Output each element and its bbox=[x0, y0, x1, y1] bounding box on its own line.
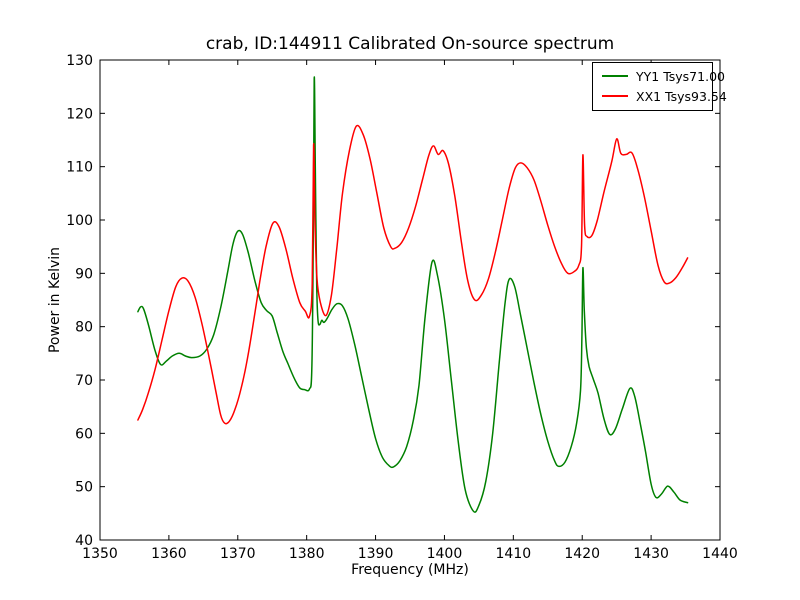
x-tick-label: 1390 bbox=[358, 546, 394, 562]
x-tick-label: 1400 bbox=[427, 546, 463, 562]
x-tick-label: 1370 bbox=[220, 546, 256, 562]
y-tick-label: 50 bbox=[75, 480, 93, 496]
series-line-yy1 bbox=[137, 76, 689, 513]
y-tick-label: 60 bbox=[75, 426, 93, 442]
y-tick-label: 110 bbox=[66, 160, 93, 176]
legend-label-yy1: YY1 Tsys71.00 bbox=[636, 68, 725, 84]
y-tick-label: 70 bbox=[75, 373, 93, 389]
x-tick-label: 1380 bbox=[289, 546, 325, 562]
y-tick-label: 100 bbox=[66, 213, 93, 229]
x-tick-label: 1410 bbox=[496, 546, 532, 562]
x-axis-label: Frequency (MHz) bbox=[351, 562, 469, 578]
y-tick-label: 80 bbox=[75, 320, 93, 336]
x-tick-label: 1440 bbox=[702, 546, 738, 562]
axes-frame bbox=[99, 59, 721, 541]
x-tick-label: 1360 bbox=[151, 546, 187, 562]
series-line-xx1 bbox=[137, 124, 689, 425]
y-axis-label: Power in Kelvin bbox=[47, 246, 63, 354]
chart-title: crab, ID:144911 Calibrated On-source spe… bbox=[205, 34, 615, 54]
yy1-line-sample bbox=[602, 75, 628, 77]
x-tick-label: 1420 bbox=[564, 546, 600, 562]
legend-item-yy1: YY1 Tsys71.00 bbox=[593, 66, 725, 86]
y-tick-label: 130 bbox=[66, 53, 93, 69]
legend-label-xx1: XX1 Tsys93.54 bbox=[636, 88, 727, 104]
y-tick-label: 90 bbox=[75, 266, 93, 282]
xx1-line-sample bbox=[602, 95, 628, 97]
y-tick-label: 120 bbox=[66, 106, 93, 122]
x-tick-label: 1430 bbox=[633, 546, 669, 562]
legend: YY1 Tsys71.00 XX1 Tsys93.54 bbox=[592, 62, 727, 111]
y-tick-label: 40 bbox=[75, 533, 93, 549]
x-tick-label: 1350 bbox=[82, 546, 118, 562]
legend-item-xx1: XX1 Tsys93.54 bbox=[593, 86, 727, 106]
